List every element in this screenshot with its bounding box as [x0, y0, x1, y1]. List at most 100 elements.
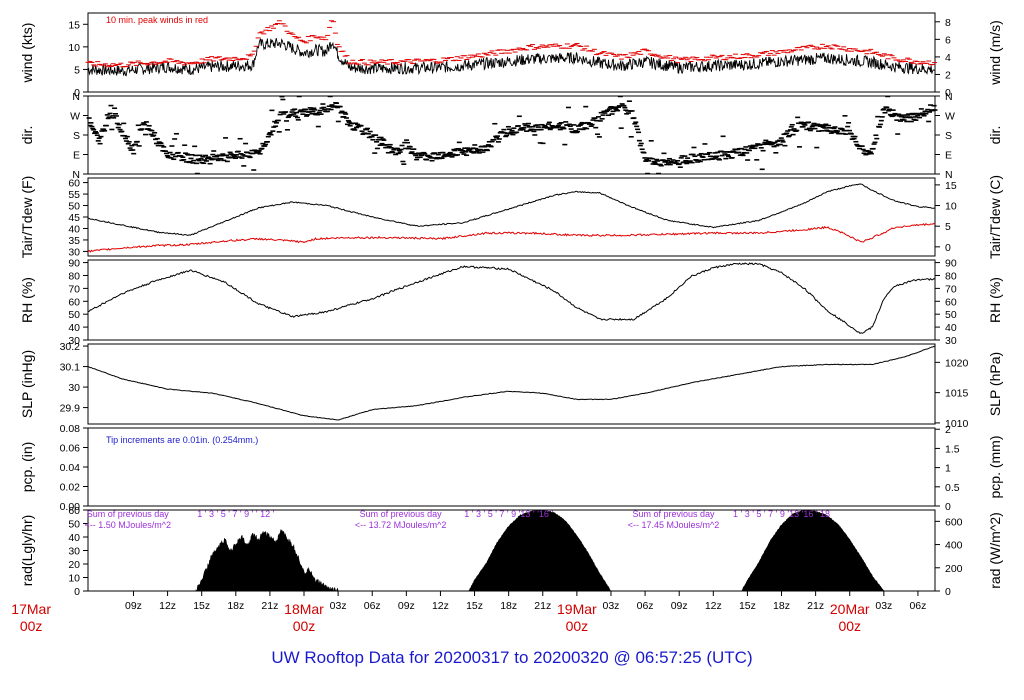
rad-sum-note-title: Sum of previous day — [87, 509, 170, 519]
y-tick-label: 40 — [68, 223, 80, 235]
chart-title: UW Rooftop Data for 20200317 to 20200320… — [271, 648, 753, 667]
rad-hour-marks: 1 ' 3 ' 5 ' 7 ' 9 ' ' 12 ' — [197, 509, 274, 519]
y-tick-label-right: 5 — [945, 221, 951, 233]
y-tick-label: 80 — [68, 270, 80, 282]
y-tick-label: N — [72, 169, 80, 181]
y-tick-label-right: 2 — [945, 69, 951, 81]
pcp-annotation: Tip increments are 0.01in. (0.254mm.) — [106, 435, 258, 445]
time-tick-label: 18z — [227, 600, 244, 612]
y-tick-label-right: 90 — [945, 258, 957, 270]
time-tick-label: 03z — [330, 600, 347, 612]
y-tick-label: 70 — [68, 283, 80, 295]
date-label-day: 19Mar — [557, 601, 597, 617]
y-tick-label: 30 — [68, 546, 80, 558]
y-tick-label: 29.9 — [60, 403, 81, 415]
y-tick-label-right: S — [945, 130, 952, 142]
time-axis: 09z 12z 15z 18z 21z 03z 06z 09z 12z 15z 18z 21z 03z 0… — [11, 591, 926, 634]
y-axis-label-right: pcp. (mm) — [987, 436, 1003, 499]
time-tick-label: 21z — [534, 600, 551, 612]
time-tick-label: 03z — [603, 600, 620, 612]
y-tick-label: 35 — [68, 235, 80, 247]
y-axis-label: dir. — [19, 126, 35, 145]
y-tick-label: 55 — [68, 189, 80, 201]
y-tick-label: 30.1 — [60, 362, 81, 374]
y-tick-label-right: N — [945, 169, 953, 181]
y-tick-label-right: 4 — [945, 52, 951, 64]
wind-annotation: 10 min. peak winds in red — [106, 15, 208, 25]
y-tick-label-right: 30 — [945, 335, 957, 347]
y-tick-label: 60 — [68, 505, 80, 517]
y-axis-label-right: Tair/Tdew (C) — [987, 175, 1003, 259]
panel-wind: 0 5 10 15 0 2 4 6 8 wind (kts) wind (m/s) 10 min. p… — [19, 12, 1003, 99]
y-tick-label: 0.06 — [60, 443, 81, 455]
y-tick-label-right: 60 — [945, 296, 957, 308]
y-tick-label: 30 — [68, 382, 80, 394]
y-tick-label: 50 — [68, 201, 80, 213]
y-axis-label: pcp. (in) — [19, 442, 35, 493]
y-tick-label: 20 — [68, 559, 80, 571]
rad-sum-note-title: Sum of previous day — [360, 509, 443, 519]
y-tick-label: N — [72, 91, 80, 103]
y-tick-label-right: 1.5 — [945, 443, 960, 455]
time-tick-label: 03z — [875, 600, 892, 612]
y-tick-label-right: 80 — [945, 270, 957, 282]
rad-sum-note-value: <-- 1.50 MJoules/m^2 — [85, 520, 172, 530]
date-label-day: 18Mar — [284, 601, 324, 617]
y-tick-label: 40 — [68, 532, 80, 544]
y-tick-label-right: 15 — [945, 180, 957, 192]
time-tick-label: 18z — [500, 600, 517, 612]
y-tick-label: 0.08 — [60, 423, 81, 435]
y-tick-label: 0.00 — [60, 501, 81, 513]
panel-slp: 29.9 30 30.1 30.2 1010 1015 1020 SLP (inHg) SLP … — [19, 341, 1003, 430]
y-tick-label-right: 6 — [945, 34, 951, 46]
y-tick-label-right: 0 — [945, 242, 951, 254]
panel-pcp: 0.00 0.02 0.04 0.06 0.08 0 0.5 1 1.5 2 pcp. (in) pc… — [19, 423, 1003, 513]
y-tick-label: 10 — [68, 42, 80, 54]
time-tick-label: 09z — [671, 600, 688, 612]
y-tick-label: 40 — [68, 322, 80, 334]
y-tick-label-right: 70 — [945, 283, 957, 295]
rad-hour-marks: 1 ' 3 ' 5 ' 7 ' 9 '13 ' '16 ' — [464, 509, 553, 519]
time-tick-label: 09z — [398, 600, 415, 612]
y-tick-label-right: 400 — [945, 540, 963, 552]
y-tick-label-right: 2 — [945, 424, 951, 436]
y-tick-label: E — [73, 150, 80, 162]
y-tick-label-right: 40 — [945, 322, 957, 334]
time-tick-label: 06z — [909, 600, 926, 612]
y-tick-label-right: 50 — [945, 309, 957, 321]
time-tick-label: 15z — [739, 600, 756, 612]
y-axis-label-right: rad (W/m^2) — [987, 512, 1003, 589]
y-axis-label-right: SLP (hPa) — [987, 352, 1003, 416]
y-tick-label-right: 0 — [945, 501, 951, 513]
y-tick-label-right: 10 — [945, 201, 957, 213]
rad-hour-marks: 1 ' 3 ' 5 ' 7 ' 9 '13 '16 ' 18 — [733, 509, 830, 519]
y-tick-label: 0.04 — [60, 462, 81, 474]
panel-frame — [87, 259, 936, 341]
rad-day-area — [468, 510, 612, 591]
time-tick-label: 06z — [364, 600, 381, 612]
y-tick-label-right: 0 — [945, 586, 951, 598]
rad-sum-note-value: <-- 17.45 MJoules/m^2 — [628, 520, 720, 530]
time-tick-label: 09z — [125, 600, 142, 612]
y-tick-label: W — [70, 111, 80, 123]
y-tick-label: 30.2 — [60, 341, 81, 353]
time-tick-label: 12z — [705, 600, 722, 612]
date-label-hour: 00z — [838, 618, 861, 634]
y-tick-label: 50 — [68, 309, 80, 321]
y-axis-label-right: wind (m/s) — [987, 20, 1003, 86]
y-tick-label: 60 — [68, 296, 80, 308]
time-tick-label: 21z — [261, 600, 278, 612]
slp-series-line — [88, 345, 935, 421]
y-tick-label-right: 1015 — [945, 388, 969, 400]
y-tick-label-right: E — [945, 150, 952, 162]
y-tick-label: 30 — [68, 246, 80, 258]
y-axis-label: SLP (inHg) — [19, 350, 35, 418]
y-tick-label-right: W — [945, 111, 955, 123]
date-label-hour: 00z — [20, 618, 43, 634]
time-tick-label: 06z — [637, 600, 654, 612]
